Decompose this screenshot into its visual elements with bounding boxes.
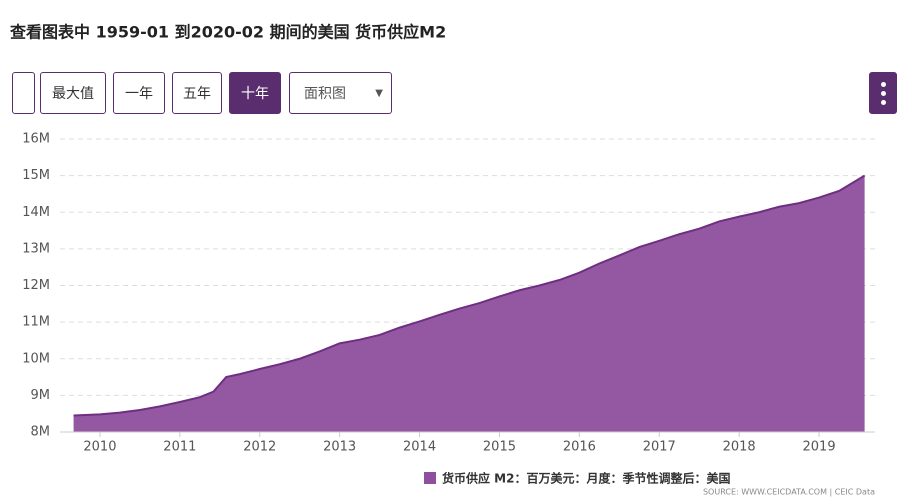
x-tick-label: 2010 <box>83 440 116 455</box>
y-tick-label: 11M <box>22 315 50 330</box>
select-text: 面积图 <box>304 86 346 102</box>
x-tick-label: 2018 <box>723 440 756 455</box>
select-arrow: ▼ <box>375 87 383 99</box>
range-button[interactable]: 十年 <box>229 72 281 114</box>
y-tick-label: 8M <box>31 425 51 440</box>
blank-button[interactable] <box>12 72 35 114</box>
x-tick-label: 2016 <box>563 440 596 455</box>
chart-type-select[interactable]: 面积图 ▼ <box>289 72 392 114</box>
y-tick-label: 14M <box>22 205 50 220</box>
y-tick-label: 9M <box>31 388 51 403</box>
y-tick-label: 12M <box>22 278 50 293</box>
y-tick-label: 15M <box>22 168 50 183</box>
x-tick-label: 2017 <box>643 440 676 455</box>
legend-label: 货币供应 M2：百万美元：月度：季节性调整后：美国 <box>442 471 730 486</box>
y-tick-label: 10M <box>22 351 50 366</box>
area-line <box>73 174 866 417</box>
legend-swatch <box>424 472 436 484</box>
x-tick-label: 2013 <box>323 440 356 455</box>
x-tick-label: 2014 <box>403 440 436 455</box>
range-button[interactable]: 最大值 <box>40 72 106 114</box>
x-tick-label: 2015 <box>483 440 516 455</box>
range-button[interactable]: 一年 <box>113 72 165 114</box>
range-button[interactable]: 五年 <box>172 72 222 114</box>
y-tick-label: 16M <box>22 132 50 147</box>
x-tick-label: 2012 <box>243 440 276 455</box>
source: SOURCE: WWW.CEICDATA.COM | CEIC Data <box>703 488 875 497</box>
x-tick-label: 2019 <box>803 440 836 455</box>
y-tick-label: 13M <box>22 241 50 256</box>
page-title: 查看图表中 1959-01 到2020-02 期间的美国 货币供应M2 <box>10 23 446 42</box>
x-tick-label: 2011 <box>163 440 196 455</box>
menu-button[interactable] <box>869 72 897 114</box>
area <box>73 175 865 432</box>
